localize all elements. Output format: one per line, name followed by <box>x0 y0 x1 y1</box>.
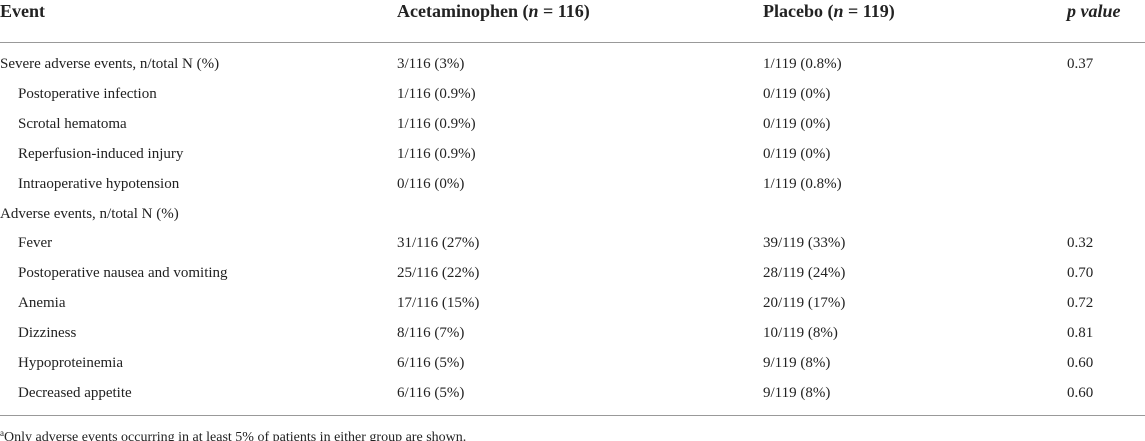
cell-value: 28/119 (24%) <box>763 265 846 282</box>
cell-value: 3/116 (3%) <box>397 56 465 72</box>
cell-value: 6/116 (5%) <box>397 384 465 401</box>
cell-value: 0.72 <box>1067 295 1094 312</box>
cell-value: 1/116 (0.9%) <box>397 145 476 162</box>
cell-value: 1/119 (0.8%) <box>763 56 842 72</box>
cell-value: 8/116 (7%) <box>397 325 465 342</box>
row-label: Postoperative infection <box>18 85 157 102</box>
row-label: Anemia <box>18 295 66 312</box>
cell-value: 25/116 (22%) <box>397 265 480 282</box>
cell-value: 0/119 (0%) <box>763 85 831 102</box>
header-text: Placebo ( <box>763 1 834 21</box>
cell-value: 39/119 (33%) <box>763 235 846 252</box>
header-text: Event <box>0 1 45 21</box>
row-label: Scrotal hematoma <box>18 115 127 132</box>
footnote: aOnly adverse events occurring in at lea… <box>0 424 466 441</box>
row-label: Postoperative nausea and vomiting <box>18 265 228 282</box>
row-label: Intraoperative hypotension <box>18 175 180 192</box>
cell-value: 0/116 (0%) <box>397 175 465 192</box>
header-text: value <box>1076 1 1121 21</box>
cell-value: 0/119 (0%) <box>763 115 831 132</box>
column-header: Placebo (n = 119) <box>763 0 895 22</box>
cell-value: 0.37 <box>1067 56 1094 72</box>
row-label: Reperfusion-induced injury <box>18 145 184 162</box>
header-text: n <box>833 1 844 21</box>
cell-value: 9/119 (8%) <box>763 384 831 401</box>
header-text: = 116) <box>538 1 590 21</box>
cell-value: 0.60 <box>1067 384 1094 401</box>
cell-value: 0.32 <box>1067 235 1094 252</box>
cell-value: 1/116 (0.9%) <box>397 115 476 132</box>
cell-value: 31/116 (27%) <box>397 235 480 252</box>
cell-value: 0.81 <box>1067 325 1094 342</box>
cell-value: 1/116 (0.9%) <box>397 85 476 102</box>
cell-value: 1/119 (0.8%) <box>763 175 842 192</box>
cell-value: 0.60 <box>1067 355 1094 371</box>
row-label: Dizziness <box>18 325 77 342</box>
column-header: Acetaminophen (n = 116) <box>397 0 590 22</box>
column-header: Event <box>0 0 45 22</box>
cell-value: 20/119 (17%) <box>763 295 846 312</box>
header-text: Acetaminophen ( <box>397 1 529 21</box>
row-label: Fever <box>18 235 53 252</box>
footnote-text: Only adverse events occurring in at leas… <box>4 430 467 441</box>
row-label: Severe adverse events, n/total N (%) <box>0 56 220 72</box>
cell-value: 6/116 (5%) <box>397 355 465 371</box>
cell-value: 9/119 (8%) <box>763 355 831 371</box>
column-header: p value <box>1067 0 1121 22</box>
row-label: Adverse events, n/total N (%) <box>0 205 179 222</box>
header-text: p <box>1067 1 1076 21</box>
row-label: Decreased appetite <box>18 384 132 401</box>
cell-value: 17/116 (15%) <box>397 295 480 312</box>
header-rule <box>0 42 1145 43</box>
cell-value: 10/119 (8%) <box>763 325 838 342</box>
header-text: = 119) <box>843 1 895 21</box>
cell-value: 0/119 (0%) <box>763 145 831 162</box>
cell-value: 0.70 <box>1067 265 1094 282</box>
footnote-mark: a <box>0 428 4 438</box>
row-label: Hypoproteinemia <box>18 355 123 371</box>
header-text: n <box>528 1 539 21</box>
bottom-rule <box>0 415 1145 416</box>
